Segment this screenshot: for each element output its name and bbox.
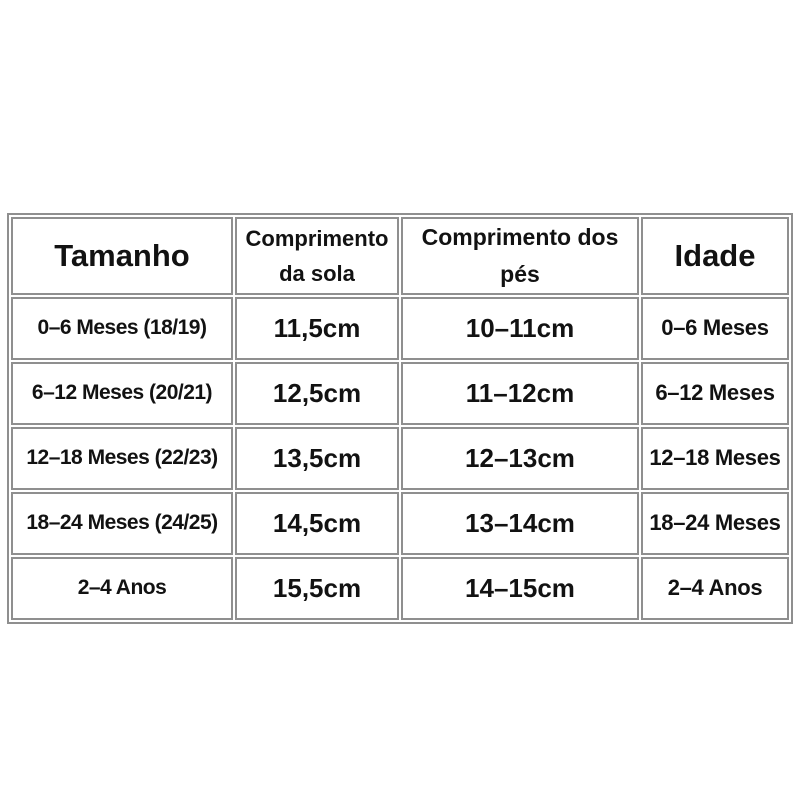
header-sola-line2: da sola: [279, 260, 355, 286]
cell-sola: 13,5cm: [235, 426, 399, 490]
table-row: 2–4 Anos 15,5cm 14–15cm 2–4 Anos: [11, 556, 789, 620]
cell-sola: 11,5cm: [235, 296, 399, 360]
cell-pes: 14–15cm: [401, 556, 639, 620]
table-row: 6–12 Meses (20/21) 12,5cm 11–12cm 6–12 M…: [11, 361, 789, 425]
header-tamanho: Tamanho: [11, 217, 233, 295]
header-comprimento-da-sola: Comprimento da sola: [235, 217, 399, 295]
table-row: 12–18 Meses (22/23) 13,5cm 12–13cm 12–18…: [11, 426, 789, 490]
cell-idade: 6–12 Meses: [641, 361, 789, 425]
table-row: 0–6 Meses (18/19) 11,5cm 10–11cm 0–6 Mes…: [11, 296, 789, 360]
header-pes-line1: Comprimento dos: [421, 224, 619, 250]
cell-sola: 15,5cm: [235, 556, 399, 620]
cell-pes: 10–11cm: [401, 296, 639, 360]
header-idade: Idade: [641, 217, 789, 295]
header-sola-line1: Comprimento: [245, 225, 389, 251]
cell-tamanho: 2–4 Anos: [11, 556, 233, 620]
cell-idade: 2–4 Anos: [641, 556, 789, 620]
header-tamanho-label: Tamanho: [54, 237, 190, 273]
cell-idade: 18–24 Meses: [641, 491, 789, 555]
cell-tamanho: 12–18 Meses (22/23): [11, 426, 233, 490]
cell-pes: 12–13cm: [401, 426, 639, 490]
header-comprimento-dos-pes: Comprimento dos pés: [401, 217, 639, 295]
size-chart-table: Tamanho Comprimento da sola Comprimento …: [7, 213, 793, 624]
header-row: Tamanho Comprimento da sola Comprimento …: [11, 217, 789, 295]
cell-idade: 12–18 Meses: [641, 426, 789, 490]
cell-tamanho: 18–24 Meses (24/25): [11, 491, 233, 555]
header-pes-line2: pés: [500, 260, 540, 287]
header-idade-label: Idade: [674, 237, 756, 273]
cell-tamanho: 0–6 Meses (18/19): [11, 296, 233, 360]
table-row: 18–24 Meses (24/25) 14,5cm 13–14cm 18–24…: [11, 491, 789, 555]
cell-pes: 13–14cm: [401, 491, 639, 555]
cell-idade: 0–6 Meses: [641, 296, 789, 360]
cell-tamanho: 6–12 Meses (20/21): [11, 361, 233, 425]
cell-pes: 11–12cm: [401, 361, 639, 425]
cell-sola: 12,5cm: [235, 361, 399, 425]
cell-sola: 14,5cm: [235, 491, 399, 555]
